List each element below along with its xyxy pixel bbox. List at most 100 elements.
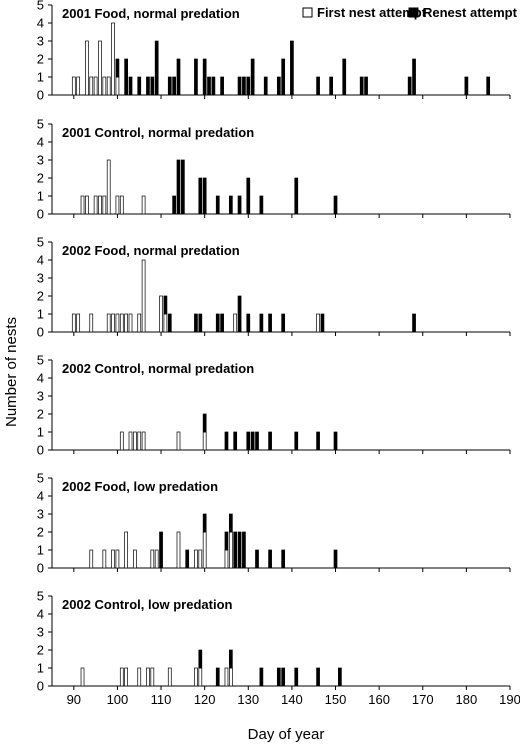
bar-renest-attempt bbox=[242, 531, 246, 569]
bar-renest-attempt bbox=[215, 313, 220, 333]
bar-renest-attempt bbox=[290, 40, 294, 96]
y-tick-label: 5 bbox=[37, 589, 44, 604]
y-tick-label: 3 bbox=[37, 271, 44, 286]
bar-renest-attempt bbox=[181, 159, 185, 215]
y-tick-label: 4 bbox=[37, 16, 44, 31]
bar-first-attempt bbox=[111, 313, 115, 333]
bar-renest-attempt bbox=[185, 549, 190, 569]
chart-panels: 0 1 2 3 4 5 2001 Food, normal predation 0 1 2 3 4 5 2… bbox=[37, 0, 511, 694]
bar-first-attempt bbox=[150, 549, 155, 569]
bar-renest-attempt bbox=[172, 76, 176, 96]
bar-first-attempt bbox=[141, 431, 146, 451]
y-tick-label: 1 bbox=[37, 543, 44, 558]
bar-renest-attempt bbox=[276, 76, 281, 96]
y-tick-label: 3 bbox=[37, 507, 44, 522]
bar-renest-attempt bbox=[246, 177, 251, 215]
bar-renest-attempt bbox=[198, 177, 203, 215]
bar-renest-attempt bbox=[242, 76, 246, 96]
bar-renest-attempt bbox=[255, 431, 259, 451]
bar-renest-attempt bbox=[154, 40, 159, 96]
y-tick-label: 0 bbox=[37, 207, 44, 222]
bar-renest-attempt bbox=[412, 58, 416, 96]
y-tick-label: 4 bbox=[37, 253, 44, 268]
bar-first-attempt bbox=[93, 195, 98, 215]
bar-first-attempt bbox=[128, 313, 133, 333]
panel-title: 2002 Food, low predation bbox=[62, 479, 218, 494]
bar-renest-attempt bbox=[233, 531, 238, 569]
y-tick-label: 0 bbox=[37, 443, 44, 458]
x-tick-label: 90 bbox=[67, 692, 81, 707]
bar-first-attempt bbox=[159, 295, 163, 333]
x-tick-label: 170 bbox=[412, 692, 434, 707]
bar-renest-attempt bbox=[211, 76, 216, 96]
y-tick-label: 2 bbox=[37, 171, 44, 186]
bar-first-attempt bbox=[89, 549, 94, 569]
x-tick-label: 160 bbox=[368, 692, 390, 707]
bar-renest-attempt bbox=[329, 76, 334, 96]
bar-renest-attempt bbox=[172, 195, 176, 215]
bar-first-attempt bbox=[71, 76, 76, 96]
bar-first-attempt bbox=[119, 195, 124, 215]
bar-first-attempt bbox=[137, 667, 142, 687]
y-tick-label: 5 bbox=[37, 235, 44, 250]
y-tick-label: 1 bbox=[37, 70, 44, 85]
panel-2: 0 1 2 3 4 5 2001 Control, normal predation bbox=[37, 117, 511, 222]
y-tick-label: 4 bbox=[37, 135, 44, 150]
panel-title: 2002 Control, low predation bbox=[62, 597, 233, 612]
y-tick-label: 2 bbox=[37, 289, 44, 304]
bar-first-attempt bbox=[198, 549, 203, 569]
bar-renest-attempt bbox=[228, 649, 233, 669]
y-tick-label: 2 bbox=[37, 643, 44, 658]
bar-renest-attempt bbox=[412, 313, 416, 333]
bar-renest-attempt bbox=[237, 295, 242, 333]
bar-renest-attempt bbox=[259, 667, 264, 687]
bar-renest-attempt bbox=[228, 513, 233, 533]
bar-first-attempt bbox=[124, 531, 129, 569]
bar-renest-attempt bbox=[237, 195, 242, 215]
bar-renest-attempt bbox=[163, 295, 168, 315]
bar-first-attempt bbox=[150, 667, 155, 687]
bar-renest-attempt bbox=[220, 76, 224, 96]
panel-6: 0 1 2 3 4 5 2002 Control, low predation bbox=[37, 589, 511, 694]
bar-renest-attempt bbox=[259, 313, 264, 333]
legend-label-first: First nest attempt bbox=[317, 5, 427, 20]
bar-first-attempt bbox=[76, 313, 81, 333]
panel-4: 0 1 2 3 4 5 2002 Control, normal predation bbox=[37, 353, 511, 458]
y-tick-label: 2 bbox=[37, 525, 44, 540]
bar-renest-attempt bbox=[228, 195, 233, 215]
bar-first-attempt bbox=[224, 549, 229, 569]
x-tick-label: 130 bbox=[237, 692, 259, 707]
bar-first-attempt bbox=[202, 531, 207, 569]
bar-renest-attempt bbox=[194, 313, 198, 333]
bar-renest-attempt bbox=[268, 549, 272, 569]
bar-first-attempt bbox=[80, 195, 85, 215]
bar-renest-attempt bbox=[281, 667, 286, 687]
bar-first-attempt bbox=[233, 313, 238, 333]
x-tick-label: 180 bbox=[456, 692, 478, 707]
bar-first-attempt bbox=[93, 76, 98, 96]
bar-first-attempt bbox=[316, 313, 320, 333]
bar-first-attempt bbox=[115, 549, 120, 569]
bar-first-attempt bbox=[102, 195, 107, 215]
bar-renest-attempt bbox=[281, 58, 286, 96]
y-tick-label: 0 bbox=[37, 88, 44, 103]
x-tick-label: 120 bbox=[194, 692, 216, 707]
legend-swatch-renest bbox=[408, 7, 419, 18]
bar-first-attempt bbox=[85, 40, 89, 96]
x-tick-label: 110 bbox=[151, 692, 172, 707]
panel-title: 2002 Food, normal predation bbox=[62, 243, 240, 258]
x-tick-label: 100 bbox=[107, 692, 129, 707]
bar-first-attempt bbox=[111, 549, 115, 569]
bar-renest-attempt bbox=[207, 76, 211, 96]
bar-renest-attempt bbox=[333, 431, 338, 451]
bar-renest-attempt bbox=[237, 531, 242, 569]
bar-first-attempt bbox=[141, 195, 146, 215]
bar-renest-attempt bbox=[220, 313, 224, 333]
bar-renest-attempt bbox=[150, 76, 155, 96]
bar-renest-attempt bbox=[167, 313, 172, 333]
bar-renest-attempt bbox=[281, 549, 286, 569]
bar-renest-attempt bbox=[268, 431, 272, 451]
y-tick-label: 0 bbox=[37, 561, 44, 576]
